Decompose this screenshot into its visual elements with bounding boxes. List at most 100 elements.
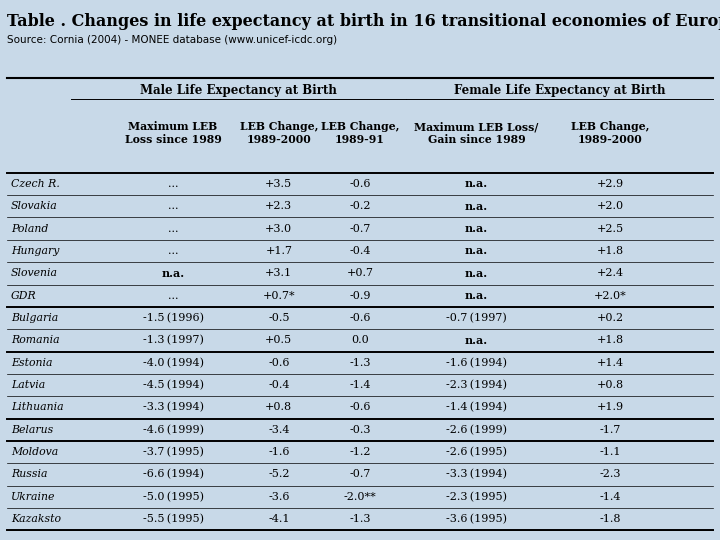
Text: Slovakia: Slovakia <box>11 201 58 211</box>
Text: -1.3 (1997): -1.3 (1997) <box>143 335 204 346</box>
Text: +0.8: +0.8 <box>597 380 624 390</box>
Text: Belarus: Belarus <box>11 425 53 435</box>
Text: -1.6: -1.6 <box>268 447 289 457</box>
Text: -0.7: -0.7 <box>349 469 371 480</box>
Text: -0.9: -0.9 <box>349 291 371 301</box>
Text: +2.5: +2.5 <box>597 224 624 234</box>
Text: 0.0: 0.0 <box>351 335 369 346</box>
Text: ...: ... <box>168 201 179 211</box>
Text: -3.6 (1995): -3.6 (1995) <box>446 514 507 524</box>
Text: +2.9: +2.9 <box>597 179 624 189</box>
Text: n.a.: n.a. <box>465 179 488 190</box>
Text: -2.3: -2.3 <box>600 469 621 480</box>
Text: -4.1: -4.1 <box>268 514 289 524</box>
Text: -1.4 (1994): -1.4 (1994) <box>446 402 507 413</box>
Text: Slovenia: Slovenia <box>11 268 58 278</box>
Text: Latvia: Latvia <box>11 380 45 390</box>
Text: n.a.: n.a. <box>465 335 488 346</box>
Text: -4.6 (1999): -4.6 (1999) <box>143 424 204 435</box>
Text: Romania: Romania <box>11 335 60 346</box>
Text: ...: ... <box>168 291 179 301</box>
Text: -1.7: -1.7 <box>600 425 621 435</box>
Text: -2.3 (1994): -2.3 (1994) <box>446 380 507 390</box>
Text: -3.3 (1994): -3.3 (1994) <box>446 469 507 480</box>
Text: +3.1: +3.1 <box>265 268 292 278</box>
Text: +0.7: +0.7 <box>346 268 374 278</box>
Text: -0.2: -0.2 <box>349 201 371 211</box>
Text: -1.4: -1.4 <box>349 380 371 390</box>
Text: -5.0 (1995): -5.0 (1995) <box>143 491 204 502</box>
Text: +0.5: +0.5 <box>265 335 292 346</box>
Text: Source: Cornia (2004) - MONEE database (www.unicef-icdc.org): Source: Cornia (2004) - MONEE database (… <box>7 35 338 45</box>
Text: ...: ... <box>168 224 179 234</box>
Text: -0.7 (1997): -0.7 (1997) <box>446 313 507 323</box>
Text: -3.3 (1994): -3.3 (1994) <box>143 402 204 413</box>
Text: +2.3: +2.3 <box>265 201 292 211</box>
Text: +3.0: +3.0 <box>265 224 292 234</box>
Text: +1.8: +1.8 <box>597 335 624 346</box>
Text: n.a.: n.a. <box>161 268 184 279</box>
Text: Maximum LEB
Loss since 1989: Maximum LEB Loss since 1989 <box>125 121 221 145</box>
Text: ...: ... <box>168 179 179 189</box>
Text: -2.6 (1995): -2.6 (1995) <box>446 447 507 457</box>
Text: LEB Change,
1989-91: LEB Change, 1989-91 <box>321 121 399 145</box>
Text: +1.9: +1.9 <box>597 402 624 413</box>
Text: Table . Changes in life expectancy at birth in 16 transitional economies of Euro: Table . Changes in life expectancy at bi… <box>7 14 720 30</box>
Text: -2.3 (1995): -2.3 (1995) <box>446 491 507 502</box>
Text: -4.0 (1994): -4.0 (1994) <box>143 357 204 368</box>
Text: -3.6: -3.6 <box>268 492 289 502</box>
Text: -3.7 (1995): -3.7 (1995) <box>143 447 204 457</box>
Text: +0.7*: +0.7* <box>263 291 295 301</box>
Text: Male Life Expectancy at Birth: Male Life Expectancy at Birth <box>140 84 337 97</box>
Text: -4.5 (1994): -4.5 (1994) <box>143 380 204 390</box>
Text: -2.6 (1999): -2.6 (1999) <box>446 424 507 435</box>
Text: Bulgaria: Bulgaria <box>11 313 58 323</box>
Text: -5.5 (1995): -5.5 (1995) <box>143 514 204 524</box>
Text: +2.0*: +2.0* <box>594 291 627 301</box>
Text: +1.4: +1.4 <box>597 357 624 368</box>
Text: -1.3: -1.3 <box>349 357 371 368</box>
Text: n.a.: n.a. <box>465 201 488 212</box>
Text: -0.6: -0.6 <box>349 313 371 323</box>
Text: -1.2: -1.2 <box>349 447 371 457</box>
Text: Ukraine: Ukraine <box>11 492 55 502</box>
Text: +2.4: +2.4 <box>597 268 624 278</box>
Text: +1.7: +1.7 <box>266 246 292 256</box>
Text: n.a.: n.a. <box>465 290 488 301</box>
Text: GDR: GDR <box>11 291 37 301</box>
Text: -0.6: -0.6 <box>349 402 371 413</box>
Text: -1.4: -1.4 <box>600 492 621 502</box>
Text: Female Life Expectancy at Birth: Female Life Expectancy at Birth <box>454 84 665 97</box>
Text: -0.7: -0.7 <box>349 224 371 234</box>
Text: -2.0**: -2.0** <box>343 492 377 502</box>
Text: LEB Change,
1989-2000: LEB Change, 1989-2000 <box>240 121 318 145</box>
Text: -0.6: -0.6 <box>349 179 371 189</box>
Text: Poland: Poland <box>11 224 48 234</box>
Text: -1.8: -1.8 <box>600 514 621 524</box>
Text: -1.1: -1.1 <box>600 447 621 457</box>
Text: Russia: Russia <box>11 469 48 480</box>
Text: +2.0: +2.0 <box>597 201 624 211</box>
Text: Moldova: Moldova <box>11 447 58 457</box>
Text: +0.2: +0.2 <box>597 313 624 323</box>
Text: -6.6 (1994): -6.6 (1994) <box>143 469 204 480</box>
Text: n.a.: n.a. <box>465 268 488 279</box>
Text: n.a.: n.a. <box>465 223 488 234</box>
Text: +3.5: +3.5 <box>265 179 292 189</box>
Text: Lithuania: Lithuania <box>11 402 63 413</box>
Text: -0.5: -0.5 <box>268 313 289 323</box>
Text: +1.8: +1.8 <box>597 246 624 256</box>
Text: +0.8: +0.8 <box>265 402 292 413</box>
Text: -1.6 (1994): -1.6 (1994) <box>446 357 507 368</box>
Text: Kazaksto: Kazaksto <box>11 514 60 524</box>
Text: -0.4: -0.4 <box>268 380 289 390</box>
Text: Czech R.: Czech R. <box>11 179 60 189</box>
Text: ...: ... <box>168 246 179 256</box>
Text: -1.5 (1996): -1.5 (1996) <box>143 313 204 323</box>
Text: n.a.: n.a. <box>465 246 488 256</box>
Text: Estonia: Estonia <box>11 357 53 368</box>
Text: -0.4: -0.4 <box>349 246 371 256</box>
Text: -0.6: -0.6 <box>268 357 289 368</box>
Text: -5.2: -5.2 <box>268 469 289 480</box>
Text: -1.3: -1.3 <box>349 514 371 524</box>
